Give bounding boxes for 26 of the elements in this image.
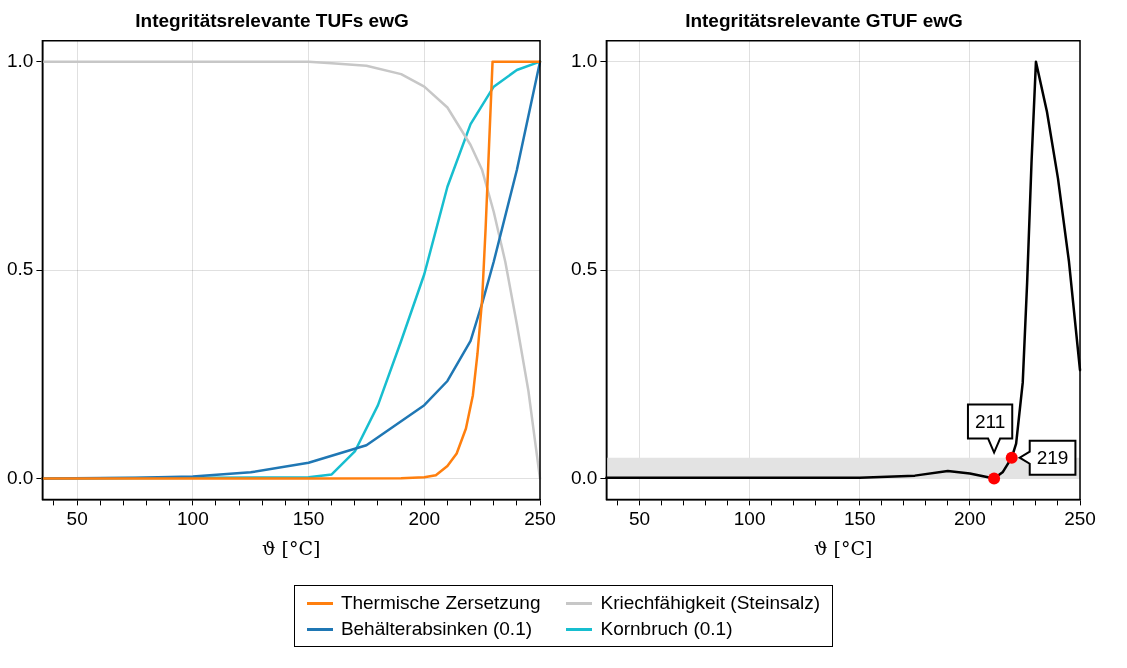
x-tick-label: 150 bbox=[843, 508, 876, 530]
legend-label: Kornbruch (0.1) bbox=[599, 618, 734, 640]
legend-label: Behälterabsinken (0.1) bbox=[339, 618, 534, 640]
y-tick-label: 0.0 bbox=[6, 466, 34, 488]
y-tick-label: 0.0 bbox=[570, 466, 598, 488]
y-tick-label: 0.5 bbox=[570, 258, 598, 280]
x-tick-label: 50 bbox=[628, 508, 651, 530]
x-tick-label: 150 bbox=[292, 508, 325, 530]
y-tick-label: 1.0 bbox=[570, 49, 598, 71]
x-axis-title: ϑ [°C] bbox=[261, 536, 321, 559]
chart-title: Integritätsrelevante TUFs ewG bbox=[135, 9, 409, 31]
y-tick-label: 0.5 bbox=[6, 258, 34, 280]
legend-label: Thermische Zersetzung bbox=[339, 592, 541, 614]
x-tick-label: 100 bbox=[176, 508, 209, 530]
x-tick-label: 100 bbox=[733, 508, 766, 530]
x-tick-label: 250 bbox=[1064, 508, 1096, 530]
x-tick-label: 200 bbox=[954, 508, 986, 530]
x-axis-title: ϑ [°C] bbox=[813, 536, 873, 559]
x-tick-label: 250 bbox=[524, 508, 556, 530]
x-tick-label: 50 bbox=[66, 508, 88, 530]
chart-title: Integritätsrelevante GTUF ewG bbox=[685, 9, 963, 31]
legend-label: Kriechfähigkeit (Steinsalz) bbox=[599, 592, 821, 614]
x-tick-label: 200 bbox=[408, 508, 441, 530]
y-tick-label: 1.0 bbox=[6, 49, 34, 71]
annotation: 219 bbox=[1036, 446, 1069, 468]
annotation: 211 bbox=[974, 410, 1006, 432]
